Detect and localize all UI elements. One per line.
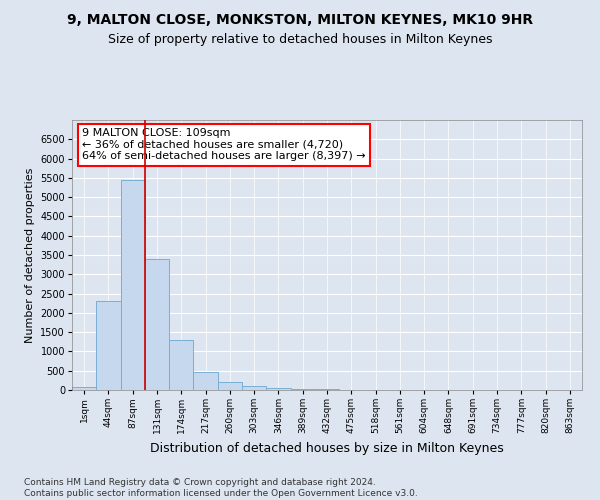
Bar [169, 340, 193, 390]
Bar [193, 372, 218, 390]
Text: 9, MALTON CLOSE, MONKSTON, MILTON KEYNES, MK10 9HR: 9, MALTON CLOSE, MONKSTON, MILTON KEYNES… [67, 12, 533, 26]
Bar [266, 388, 290, 390]
Bar [145, 259, 169, 390]
Text: Contains HM Land Registry data © Crown copyright and database right 2024.
Contai: Contains HM Land Registry data © Crown c… [24, 478, 418, 498]
Bar [72, 387, 96, 390]
Bar [242, 386, 266, 390]
Bar [96, 302, 121, 390]
Bar [218, 382, 242, 390]
Y-axis label: Number of detached properties: Number of detached properties [25, 168, 35, 342]
Text: 9 MALTON CLOSE: 109sqm
← 36% of detached houses are smaller (4,720)
64% of semi-: 9 MALTON CLOSE: 109sqm ← 36% of detached… [82, 128, 366, 162]
Bar [121, 180, 145, 390]
Bar [290, 389, 315, 390]
X-axis label: Distribution of detached houses by size in Milton Keynes: Distribution of detached houses by size … [150, 442, 504, 454]
Text: Size of property relative to detached houses in Milton Keynes: Size of property relative to detached ho… [108, 32, 492, 46]
